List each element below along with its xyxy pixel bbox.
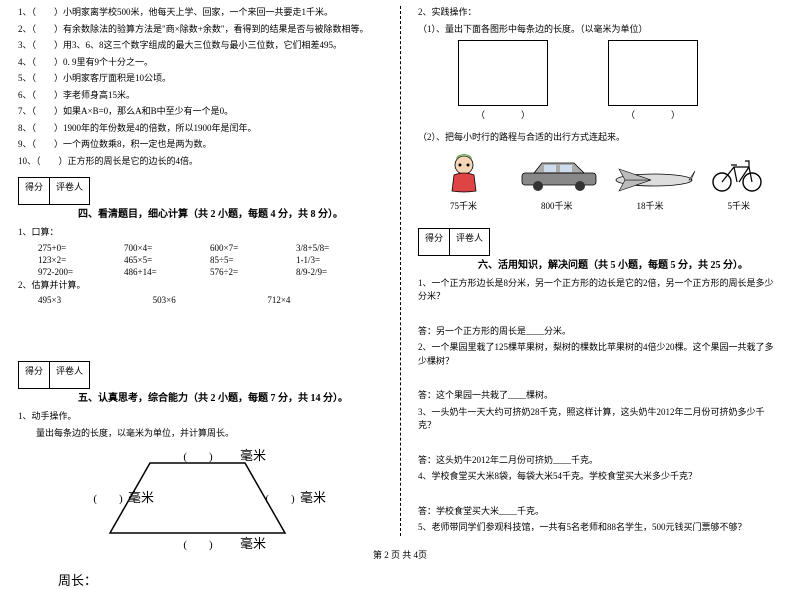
calc-grid: 275+0= 700×4= 600×7= 3/8+5/8= 123×2= 465… [38, 243, 382, 277]
q5-2-1: （1）、量出下面各图形中每条边的长度。（以毫米为单位） [418, 23, 782, 37]
section4-header: 得分 评卷人 [18, 171, 382, 209]
section5-title: 五、认真思考，综合能力（共 2 小题，每题 7 分，共 14 分）。 [78, 389, 348, 404]
calc-item: 486+14= [124, 267, 210, 277]
tf-item: 1、（ ）小明家离学校500米，他每天上学、回家，一个来回一共要走1千米。 [18, 6, 382, 20]
tf-item: 4、（ ）0. 9里有9个十分之一。 [18, 56, 382, 70]
calc-item: 3/8+5/8= [296, 243, 382, 253]
tf-item: 2、（ ）有余数除法的验算方法是"商×除数+余数"，看得到的结果是否与被除数相等… [18, 23, 382, 37]
calc-item: 576÷2= [210, 267, 296, 277]
q5-2-2: （2）、把每小时行的路程与合适的出行方式连起来。 [418, 131, 782, 145]
section6-title: 六、活用知识，解决问题（共 5 小题，每题 5 分，共 25 分）。 [478, 256, 748, 271]
tf-list: 1、（ ）小明家离学校500米，他每天上学、回家，一个来回一共要走1千米。 2、… [18, 6, 382, 168]
tf-item: 5、（ ）小明家客厅面积是10公顷。 [18, 72, 382, 86]
calc-item: 275+0= [38, 243, 124, 253]
q6-answer: 答：学校食堂买大米____千克。 [418, 505, 782, 519]
reviewer-cell: 评卷人 [50, 177, 90, 205]
reviewer-cell: 评卷人 [450, 228, 490, 256]
est-grid: 495×3 503×6 712×4 [38, 295, 382, 305]
measure-box-2 [608, 40, 698, 106]
calc-item: 700×4= [124, 243, 210, 253]
est-item: 503×6 [153, 295, 268, 305]
tf-item: 3、（ ）用3、6、8这三个数字组成的最大三位数与最小三位数，它们相差495。 [18, 39, 382, 53]
paren: （ ） [608, 108, 698, 121]
vehicle-plane [611, 163, 681, 197]
tf-item: 7、（ ）如果A×B=0，那么A和B中至少有一个是0。 [18, 105, 382, 119]
calc-label: 1、口算： [18, 226, 382, 240]
left-column: 1、（ ）小明家离学校500米，他每天上学、回家，一个来回一共要走1千米。 2、… [0, 0, 400, 540]
tf-item: 8、（ ）1900年的年份数是4的倍数，所以1900年是闰年。 [18, 122, 382, 136]
doll-icon [442, 153, 486, 193]
calc-item: 1-1/3= [296, 255, 382, 265]
svg-text:毫米: 毫米 [128, 490, 154, 505]
q6-answer: 答：这头奶牛2012年二月份可挤奶____千克。 [418, 454, 782, 468]
q6-answer: 答：另一个正方形的周长是____分米。 [418, 325, 782, 339]
car-icon [520, 159, 598, 193]
score-box: 得分 评卷人 [18, 177, 90, 205]
score-cell: 得分 [18, 177, 50, 205]
section5-header: 得分 评卷人 [18, 355, 382, 393]
tf-item: 9、（ ）一个两位数乘8，积一定也是两为数。 [18, 138, 382, 152]
score-box: 得分 评卷人 [18, 361, 90, 389]
est-item: 495×3 [38, 295, 153, 305]
distance: 75千米 [450, 199, 477, 212]
plane-icon [611, 163, 697, 193]
score-cell: 得分 [418, 228, 450, 256]
distance: 5千米 [727, 199, 750, 212]
page-footer: 第 2 页 共 4页 [0, 548, 800, 561]
distance: 800千米 [541, 199, 573, 212]
measure-boxes [458, 40, 782, 106]
q6-item: 5、老师带同学们参观科技馆，一共有5名老师和88名学生，500元钱买门票够不够？ [418, 521, 782, 535]
calc-item: 600×7= [210, 243, 296, 253]
q5-1: 1、动手操作。 [18, 410, 382, 424]
svg-text:( ): ( ) [265, 493, 295, 505]
svg-text:毫米: 毫米 [240, 448, 266, 463]
column-divider [400, 6, 401, 536]
q6-item: 3、一头奶牛一天大约可挤奶28千克，照这样计算，这头奶牛2012年二月份可挤奶多… [418, 406, 782, 433]
calc-item: 8/9-2/9= [296, 267, 382, 277]
tf-item: 6、（ ）李老师身高15米。 [18, 89, 382, 103]
measure-box-1 [458, 40, 548, 106]
calc-item: 465×5= [124, 255, 210, 265]
score-box: 得分 评卷人 [418, 228, 490, 256]
q5-2: 2、实践操作： [418, 6, 782, 20]
tf-item: 10、（ ）正方形的周长是它的边长的4倍。 [18, 155, 382, 169]
svg-text:( ): ( ) [93, 493, 123, 505]
est-label: 2、估算并计算。 [18, 279, 382, 293]
trapezoid-figure: ( ) 毫米 ( ) 毫米 ( ) 毫米 ( ) 毫米 [50, 448, 350, 560]
q6-item: 1、一个正方形边长是8分米，另一个正方形的边长是它的2倍，另一个正方形的周长是多… [418, 277, 782, 304]
reviewer-cell: 评卷人 [50, 361, 90, 389]
distance-row: 75千米 800千米 18千米 5千米 [418, 199, 782, 212]
svg-text:毫米: 毫米 [300, 490, 326, 505]
est-item: 712×4 [267, 295, 382, 305]
paren: （ ） [458, 108, 548, 121]
vehicles-row [418, 153, 782, 197]
vehicle-doll [429, 153, 499, 197]
distance: 18千米 [636, 199, 663, 212]
section6-header: 得分 评卷人 [418, 222, 782, 260]
vehicle-car [520, 159, 590, 197]
q5-1-sub: 量出每条边的长度，以毫米为单位，并计算周长。 [18, 427, 382, 441]
right-column: 2、实践操作： （1）、量出下面各图形中每条边的长度。（以毫米为单位） （ ） … [400, 0, 800, 540]
calc-item: 972-200= [38, 267, 124, 277]
svg-text:( ): ( ) [183, 451, 213, 463]
q6-item: 2、一个果园里栽了125棵苹果树，梨树的棵数比苹果树的4倍少20棵。这个果园一共… [418, 341, 782, 368]
calc-item: 85÷5= [210, 255, 296, 265]
q6-item: 4、学校食堂买大米8袋，每袋大米54千克。学校食堂买大米多少千克？ [418, 470, 782, 484]
calc-item: 123×2= [38, 255, 124, 265]
perimeter-label: 周长： [58, 570, 382, 589]
bike-icon [709, 155, 765, 193]
q6-answer: 答：这个果园一共栽了____棵树。 [418, 389, 782, 403]
section4-title: 四、看清题目，细心计算（共 2 小题，每题 4 分，共 8 分）。 [78, 205, 343, 220]
score-cell: 得分 [18, 361, 50, 389]
vehicle-bike [702, 155, 772, 197]
q6-list: 1、一个正方形边长是8分米，另一个正方形的边长是它的2倍，另一个正方形的周长是多… [418, 277, 782, 535]
paren-row: （ ） （ ） [458, 108, 782, 121]
